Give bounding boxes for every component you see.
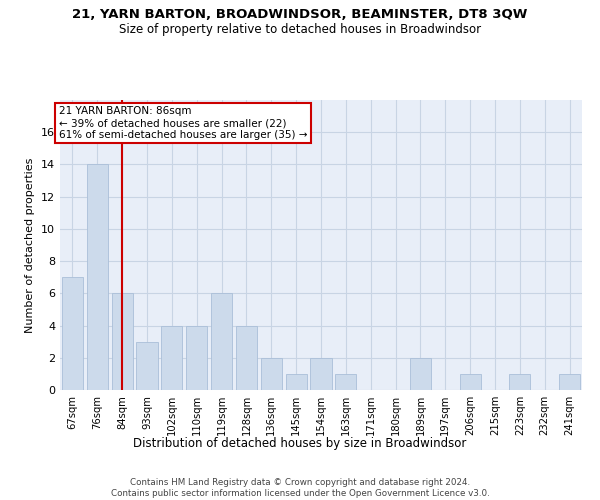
Bar	[136, 342, 158, 390]
Y-axis label: Number of detached properties: Number of detached properties	[25, 158, 35, 332]
Bar	[161, 326, 182, 390]
Bar	[112, 294, 133, 390]
Text: 21, YARN BARTON, BROADWINDSOR, BEAMINSTER, DT8 3QW: 21, YARN BARTON, BROADWINDSOR, BEAMINSTE…	[73, 8, 527, 20]
Bar	[62, 277, 83, 390]
Text: Contains HM Land Registry data © Crown copyright and database right 2024.
Contai: Contains HM Land Registry data © Crown c…	[110, 478, 490, 498]
Bar	[460, 374, 481, 390]
Bar	[236, 326, 257, 390]
Bar	[335, 374, 356, 390]
Text: Distribution of detached houses by size in Broadwindsor: Distribution of detached houses by size …	[133, 438, 467, 450]
Bar	[559, 374, 580, 390]
Bar	[87, 164, 108, 390]
Bar	[261, 358, 282, 390]
Bar	[410, 358, 431, 390]
Text: 21 YARN BARTON: 86sqm
← 39% of detached houses are smaller (22)
61% of semi-deta: 21 YARN BARTON: 86sqm ← 39% of detached …	[59, 106, 307, 140]
Bar	[211, 294, 232, 390]
Bar	[509, 374, 530, 390]
Text: Size of property relative to detached houses in Broadwindsor: Size of property relative to detached ho…	[119, 22, 481, 36]
Bar	[186, 326, 207, 390]
Bar	[310, 358, 332, 390]
Bar	[286, 374, 307, 390]
